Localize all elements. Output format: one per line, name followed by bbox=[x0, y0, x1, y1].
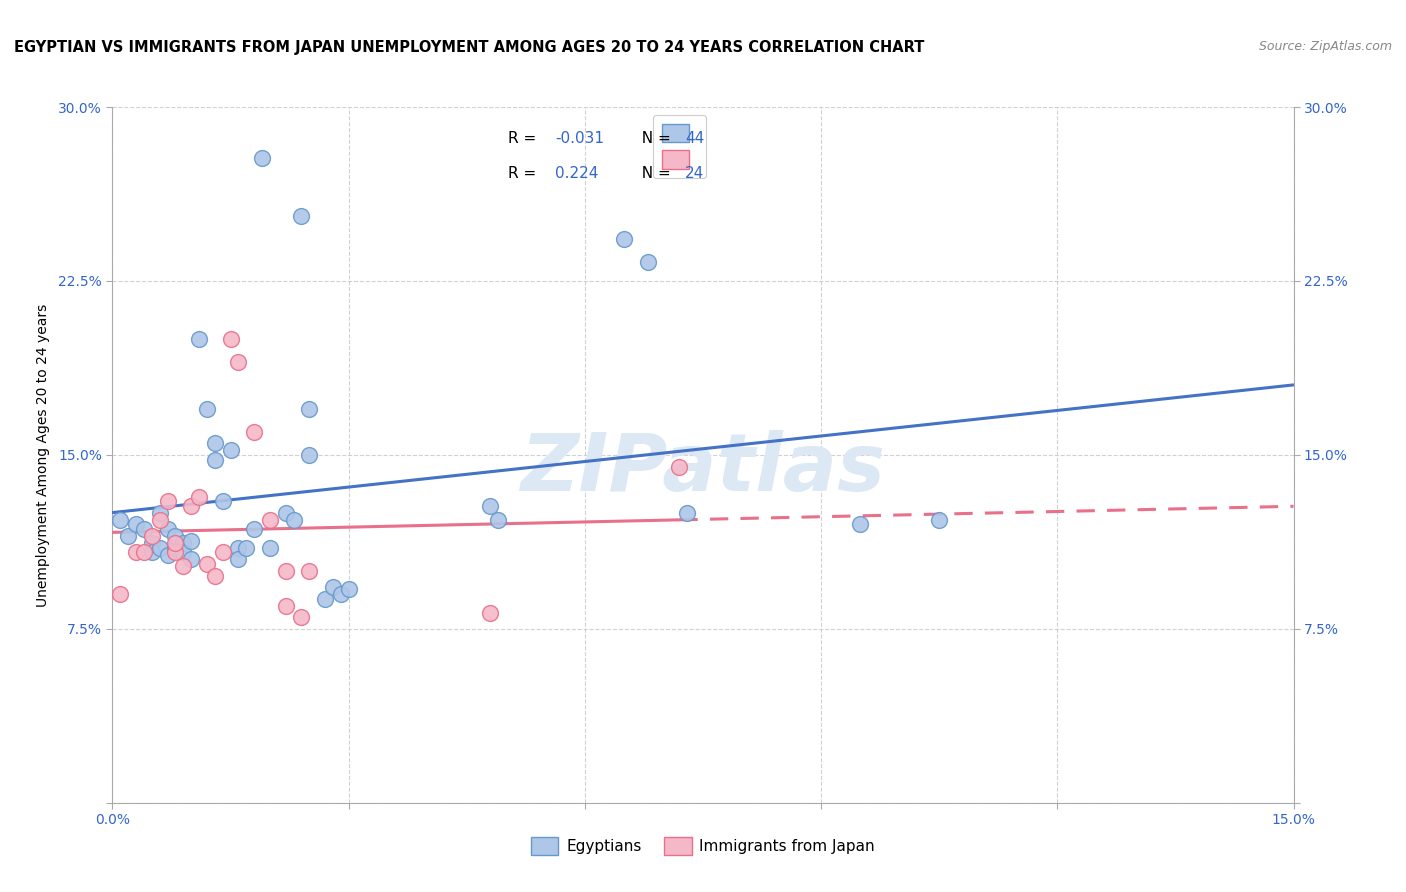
Point bbox=[283, 513, 305, 527]
Legend: Egyptians, Immigrants from Japan: Egyptians, Immigrants from Japan bbox=[524, 830, 882, 862]
Point bbox=[637, 255, 659, 269]
Point bbox=[204, 568, 226, 582]
Point bbox=[274, 599, 297, 613]
Point bbox=[132, 545, 155, 559]
Point bbox=[156, 522, 179, 536]
Point bbox=[211, 545, 233, 559]
Text: 44: 44 bbox=[685, 131, 704, 146]
Point bbox=[110, 513, 132, 527]
Point bbox=[228, 552, 250, 566]
Point bbox=[172, 545, 194, 559]
Point bbox=[479, 606, 502, 620]
Point bbox=[110, 587, 132, 601]
Point bbox=[329, 587, 352, 601]
Text: -0.031: -0.031 bbox=[555, 131, 605, 146]
Point bbox=[188, 490, 211, 504]
Point bbox=[180, 552, 202, 566]
Point bbox=[235, 541, 257, 555]
Point bbox=[149, 513, 172, 527]
Point bbox=[211, 494, 233, 508]
Point bbox=[298, 564, 321, 578]
Point bbox=[156, 494, 179, 508]
Point bbox=[337, 582, 360, 597]
Point bbox=[180, 499, 202, 513]
Text: ZIPatlas: ZIPatlas bbox=[520, 430, 886, 508]
Point bbox=[125, 545, 148, 559]
Text: Source: ZipAtlas.com: Source: ZipAtlas.com bbox=[1258, 40, 1392, 54]
Point bbox=[132, 522, 155, 536]
Point bbox=[274, 506, 297, 520]
Point bbox=[172, 559, 194, 574]
Text: R =: R = bbox=[508, 166, 541, 181]
Point bbox=[668, 459, 690, 474]
Point bbox=[290, 209, 312, 223]
Point bbox=[195, 557, 218, 571]
Point bbox=[322, 580, 344, 594]
Text: EGYPTIAN VS IMMIGRANTS FROM JAPAN UNEMPLOYMENT AMONG AGES 20 TO 24 YEARS CORRELA: EGYPTIAN VS IMMIGRANTS FROM JAPAN UNEMPL… bbox=[14, 40, 924, 55]
Point bbox=[204, 452, 226, 467]
Point bbox=[125, 517, 148, 532]
Point bbox=[314, 591, 336, 606]
Point bbox=[141, 545, 163, 559]
Point bbox=[180, 533, 202, 548]
Point bbox=[613, 232, 636, 246]
Point bbox=[228, 541, 250, 555]
Point bbox=[290, 610, 312, 624]
Point bbox=[228, 355, 250, 369]
Point bbox=[298, 448, 321, 462]
Point bbox=[204, 436, 226, 450]
Point bbox=[149, 506, 172, 520]
Point bbox=[165, 541, 187, 555]
Point bbox=[165, 536, 187, 550]
Point bbox=[141, 529, 163, 543]
Point bbox=[928, 513, 950, 527]
Point bbox=[298, 401, 321, 416]
Point bbox=[195, 401, 218, 416]
Point bbox=[243, 522, 266, 536]
Point bbox=[219, 332, 242, 346]
Text: 24: 24 bbox=[685, 166, 704, 181]
Point bbox=[141, 536, 163, 550]
Y-axis label: Unemployment Among Ages 20 to 24 years: Unemployment Among Ages 20 to 24 years bbox=[37, 303, 49, 607]
Point bbox=[250, 151, 273, 165]
Point bbox=[172, 536, 194, 550]
Point bbox=[165, 529, 187, 543]
Point bbox=[676, 506, 699, 520]
Point bbox=[849, 517, 872, 532]
Point bbox=[259, 541, 281, 555]
Text: R =: R = bbox=[508, 131, 541, 146]
Point bbox=[259, 513, 281, 527]
Text: N =: N = bbox=[633, 131, 676, 146]
Point bbox=[479, 499, 502, 513]
Point bbox=[117, 529, 139, 543]
Point bbox=[243, 425, 266, 439]
Point bbox=[274, 564, 297, 578]
Point bbox=[219, 443, 242, 458]
Point bbox=[156, 548, 179, 562]
Point bbox=[165, 545, 187, 559]
Text: N =: N = bbox=[633, 166, 676, 181]
Point bbox=[188, 332, 211, 346]
Point bbox=[486, 513, 509, 527]
Point bbox=[149, 541, 172, 555]
Text: 0.224: 0.224 bbox=[555, 166, 599, 181]
